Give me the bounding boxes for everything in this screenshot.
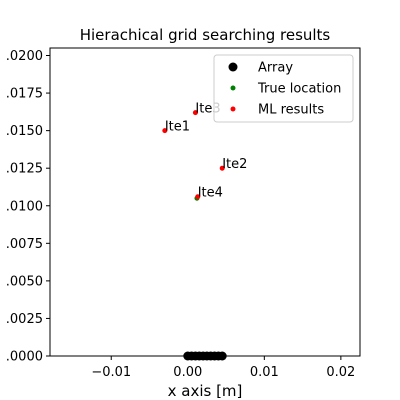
y-tick-label: .0125: [6, 162, 43, 177]
legend-label-array: Array: [258, 61, 293, 76]
y-tick-label: .0000: [6, 350, 43, 365]
legend-label-true-location: True location: [257, 82, 341, 97]
x-tick-label: 0.01: [250, 365, 279, 380]
x-tick-label: −0.01: [91, 365, 131, 380]
legend-marker-true-location: [230, 85, 236, 91]
y-tick-label: .0075: [6, 237, 43, 252]
annotation-ite1: Ite1: [165, 120, 190, 135]
x-tick-label: 0.00: [173, 365, 202, 380]
y-tick-label: .0150: [6, 124, 43, 139]
legend-box: [213, 54, 354, 123]
ml-results-point: [219, 165, 225, 171]
annotation-ite2: Ite2: [222, 157, 247, 172]
y-tick-label: .0025: [6, 312, 43, 327]
axes-frame: [49, 47, 361, 357]
chart-title: Hierachical grid searching results: [80, 26, 331, 44]
legend-marker-ml-results: [230, 106, 236, 112]
ml-results-point: [162, 128, 168, 134]
y-tick-label: .0200: [6, 49, 43, 64]
y-tick-label: .0050: [6, 274, 43, 289]
ml-results-point: [195, 194, 201, 200]
axis-ticks: −0.01 0.00 0.01 0.02 .0000 .0025 .0050 .0075 .01…: [6, 49, 356, 380]
legend-label-ml-results: ML results: [258, 103, 324, 118]
legend-marker-array: [228, 62, 238, 72]
ml-results-point: [192, 110, 198, 116]
y-tick-label: .0175: [6, 87, 43, 102]
legend: Array True location ML results: [213, 54, 354, 123]
annotation-ite4: Ite4: [198, 186, 223, 201]
x-tick-label: 0.02: [326, 365, 355, 380]
y-tick-label: .0100: [6, 199, 43, 214]
x-axis-label: x axis [m]: [168, 382, 243, 400]
